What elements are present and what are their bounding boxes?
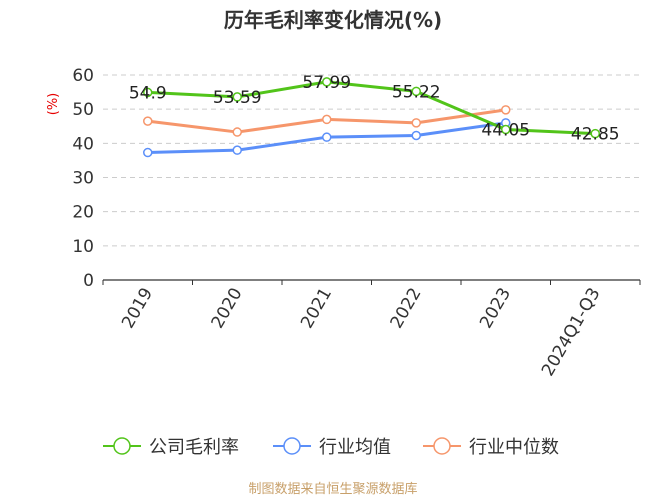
x-tick-label: 2021: [297, 285, 336, 332]
series-layer: [143, 77, 600, 158]
x-tick-label: 2024Q1-Q3: [538, 285, 605, 380]
legend-marker: [283, 437, 301, 455]
data-point: [590, 128, 600, 139]
y-tick-label: 60: [72, 66, 94, 86]
source-note: 制图数据来自恒生聚源数据库: [248, 481, 417, 497]
y-tick-label: 40: [72, 134, 94, 154]
data-point: [232, 145, 242, 155]
data-point: [411, 118, 421, 128]
y-tick-label: 30: [72, 169, 94, 189]
x-tick-label: 2020: [208, 285, 247, 332]
legend-label: 公司毛利率: [149, 437, 239, 458]
x-tick-label: 2022: [387, 285, 426, 332]
data-point: [143, 147, 153, 158]
data-point: [411, 130, 421, 141]
legend-marker: [113, 437, 131, 455]
grid-lines: [103, 74, 640, 247]
data-point: [232, 127, 242, 137]
chart-title: 历年毛利率变化情况(%): [224, 8, 442, 32]
data-labels: 54.9 53.59 57.99 55.22 44.05 42.85: [129, 73, 620, 145]
legend-label: 行业中位数: [469, 437, 559, 458]
data-point: [501, 105, 511, 115]
data-label: 53.59: [213, 88, 262, 108]
series-line: [147, 80, 596, 136]
data-label: 57.99: [302, 73, 351, 93]
x-tick-label: 2023: [476, 285, 515, 332]
data-point: [232, 92, 242, 102]
y-axis-unit: (%): [46, 93, 61, 116]
data-point: [322, 77, 332, 87]
legend-marker: [433, 437, 451, 455]
data-point: [411, 86, 421, 97]
legend: 公司毛利率 行业均值 行业中位数: [103, 437, 559, 458]
legend-label: 行业均值: [319, 437, 391, 458]
x-tick-label: 2019: [118, 285, 157, 332]
data-label: 55.22: [392, 82, 441, 102]
data-point: [322, 132, 332, 142]
y-tick-label: 10: [72, 237, 94, 257]
y-tick-label: 50: [72, 100, 94, 120]
data-point: [322, 114, 332, 125]
data-label: 54.9: [129, 83, 167, 103]
y-tick-label: 0: [83, 271, 94, 291]
data-label: 42.85: [571, 125, 620, 145]
y-tick-label: 20: [72, 203, 94, 223]
data-point: [143, 116, 153, 126]
data-label: 44.05: [481, 120, 530, 140]
data-point: [143, 87, 153, 98]
data-point: [501, 124, 511, 135]
axes: 0 10 20 30 40 50 60 2019 2020 2021 2022 2023 2024Q1-…: [72, 66, 641, 380]
